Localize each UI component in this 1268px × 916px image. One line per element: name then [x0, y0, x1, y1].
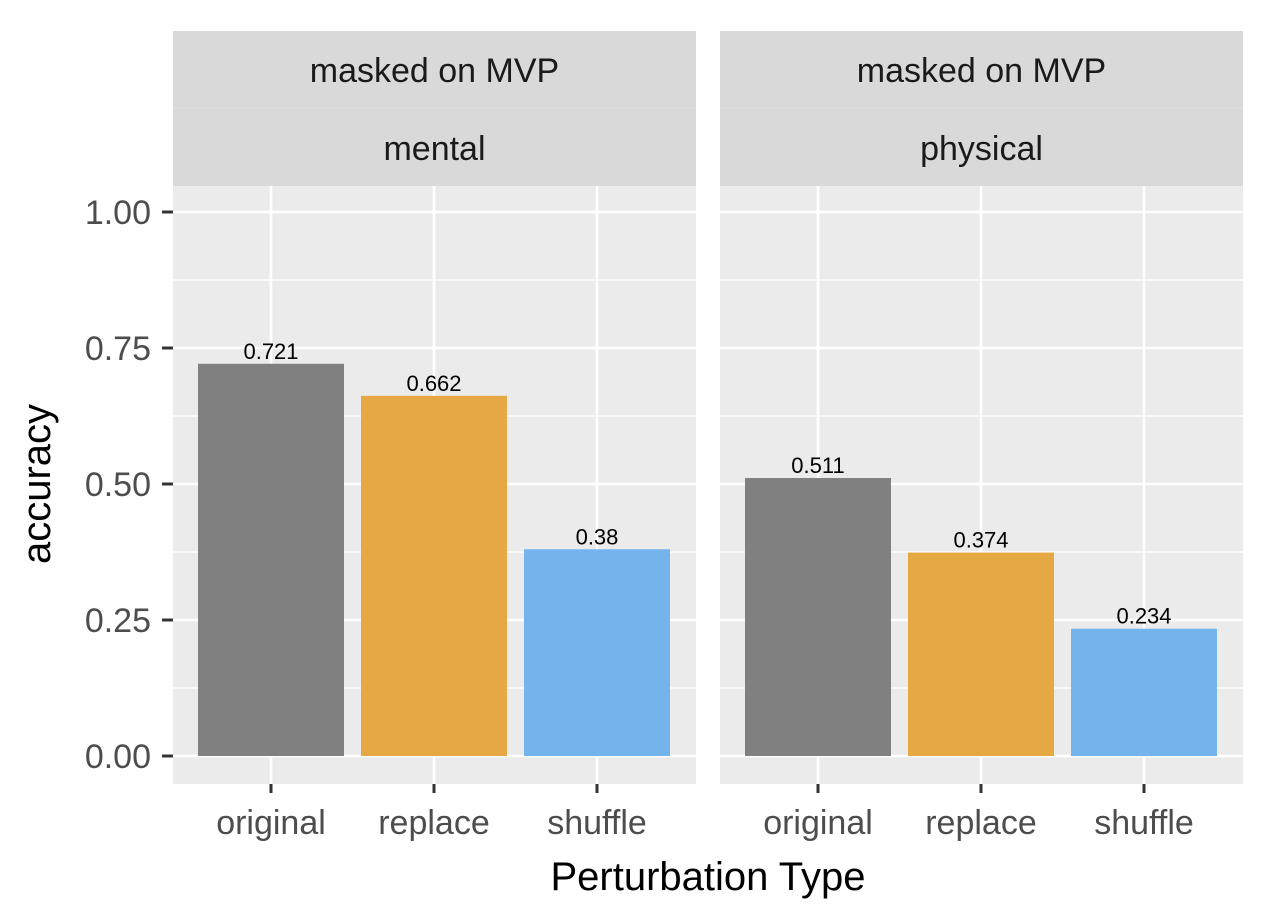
y-axis: 0.00 0.25 0.50 0.75 1.00: [85, 194, 173, 776]
chart-panels: masked on MVP mental 0.721 0.662 0.38 origina…: [173, 31, 1243, 842]
panel-mental: masked on MVP mental 0.721 0.662 0.38 origina…: [173, 31, 696, 842]
data-label: 0.721: [243, 339, 298, 364]
y-tick-label: 0.25: [85, 602, 151, 640]
y-tick-label: 0.75: [85, 330, 151, 368]
facet-strip-top-label: masked on MVP: [857, 52, 1106, 90]
x-tick-label: replace: [378, 804, 490, 842]
data-label: 0.511: [791, 453, 844, 478]
data-label: 0.38: [576, 524, 619, 549]
bar-shuffle: [524, 549, 670, 756]
bar-original: [745, 478, 891, 756]
panel-physical: masked on MVP physical 0.511 0.374 0.234 orig…: [720, 31, 1243, 842]
y-tick-label: 1.00: [85, 194, 151, 232]
x-tick-label: shuffle: [547, 804, 647, 842]
bar-original: [198, 363, 344, 756]
data-label: 0.234: [1116, 604, 1171, 629]
data-label: 0.374: [953, 528, 1008, 553]
x-tick-label: replace: [925, 804, 1037, 842]
x-tick-label: original: [216, 804, 326, 842]
bar-replace: [908, 552, 1054, 756]
facet-strip-top-label: masked on MVP: [310, 52, 559, 90]
y-axis-title: accuracy: [15, 404, 59, 564]
bar-replace: [361, 395, 507, 756]
facet-strip-bottom-label: physical: [920, 130, 1043, 168]
facet-strip-bottom-label: mental: [383, 130, 485, 168]
bar-shuffle: [1071, 628, 1217, 756]
data-label: 0.662: [406, 371, 461, 396]
x-tick-label: original: [763, 804, 873, 842]
x-tick-label: shuffle: [1094, 804, 1194, 842]
x-axis-title: Perturbation Type: [550, 855, 865, 899]
y-tick-label: 0.50: [85, 466, 151, 504]
y-tick-label: 0.00: [85, 738, 151, 776]
